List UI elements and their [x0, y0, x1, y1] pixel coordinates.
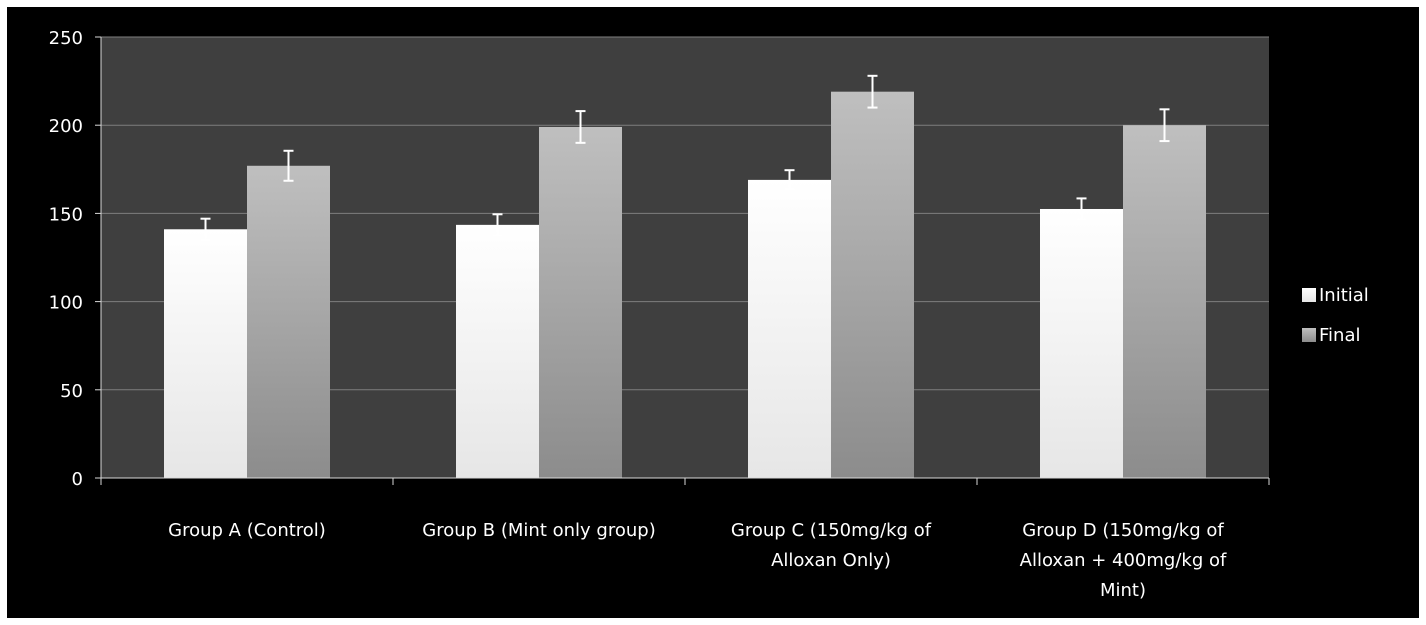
y-tick-label: 100: [49, 293, 83, 314]
x-category-label: Group B (Mint only group): [422, 520, 655, 541]
axes: [95, 36, 1270, 485]
y-tick-labels: 0 50 100 150 200 250: [49, 28, 83, 490]
legend-label-final: Final: [1319, 325, 1360, 346]
bar-initial: [748, 179, 831, 478]
y-tick-label: 200: [49, 116, 83, 137]
bar-chart: 0 50 100 150 200 250 Group A (Control) Group B…: [49, 28, 1369, 601]
bar-final: [1123, 125, 1206, 478]
x-category-label: Group C (150mg/kg of: [731, 520, 932, 541]
bar-final: [539, 126, 622, 479]
bar-final: [247, 165, 330, 478]
x-category-label: Alloxan + 400mg/kg of: [1020, 550, 1227, 571]
y-tick-label: 0: [72, 469, 83, 490]
x-category-label: Group D (150mg/kg of: [1022, 520, 1224, 541]
x-category-labels: Group A (Control) Group B (Mint only grou…: [168, 520, 1227, 601]
y-tick-label: 250: [49, 28, 83, 49]
error-bars: [200, 74, 1170, 241]
legend-swatch-initial: [1302, 288, 1316, 302]
y-tick-label: 50: [60, 381, 83, 402]
x-category-label: Mint): [1100, 580, 1146, 601]
chart-frame: 0 50 100 150 200 250 Group A (Control) Group B…: [7, 7, 1419, 618]
bar-initial: [456, 224, 539, 478]
x-category-label: Alloxan Only): [771, 550, 891, 571]
bar-initial: [1040, 208, 1123, 479]
legend-swatch-final: [1302, 328, 1316, 342]
bar-final: [831, 91, 914, 479]
bars: [164, 91, 1206, 479]
legend-label-initial: Initial: [1319, 285, 1369, 306]
bar-initial: [164, 229, 247, 478]
legend: Initial Final: [1302, 285, 1369, 346]
y-tick-label: 150: [49, 204, 83, 225]
x-category-label: Group A (Control): [168, 520, 326, 541]
